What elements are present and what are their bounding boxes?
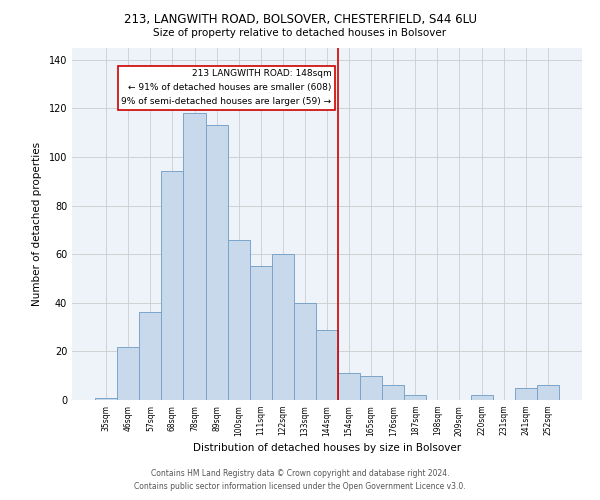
Bar	[227, 240, 250, 400]
Bar	[184, 113, 206, 400]
Bar	[250, 266, 272, 400]
Bar	[537, 386, 559, 400]
Bar	[338, 374, 360, 400]
Bar	[360, 376, 382, 400]
Bar	[117, 346, 139, 400]
Bar	[404, 395, 427, 400]
Text: Size of property relative to detached houses in Bolsover: Size of property relative to detached ho…	[154, 28, 446, 38]
Bar	[272, 254, 294, 400]
Text: 213, LANGWITH ROAD, BOLSOVER, CHESTERFIELD, S44 6LU: 213, LANGWITH ROAD, BOLSOVER, CHESTERFIE…	[124, 12, 476, 26]
Bar	[382, 386, 404, 400]
Text: Contains HM Land Registry data © Crown copyright and database right 2024.
Contai: Contains HM Land Registry data © Crown c…	[134, 469, 466, 491]
Bar	[294, 303, 316, 400]
Bar	[206, 126, 227, 400]
Bar	[95, 398, 117, 400]
Bar	[470, 395, 493, 400]
Bar	[316, 330, 338, 400]
Text: 213 LANGWITH ROAD: 148sqm
← 91% of detached houses are smaller (608)
9% of semi-: 213 LANGWITH ROAD: 148sqm ← 91% of detac…	[121, 70, 331, 106]
Y-axis label: Number of detached properties: Number of detached properties	[32, 142, 41, 306]
Bar	[515, 388, 537, 400]
Bar	[139, 312, 161, 400]
Bar	[161, 172, 184, 400]
X-axis label: Distribution of detached houses by size in Bolsover: Distribution of detached houses by size …	[193, 442, 461, 452]
